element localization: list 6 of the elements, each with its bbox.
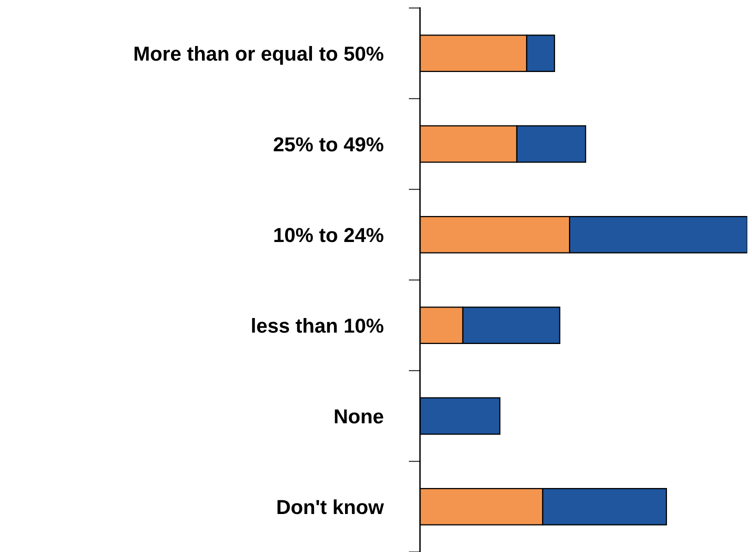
y-tick-label: More than or equal to 50%: [134, 46, 384, 65]
y-tick-label: None: [334, 409, 384, 424]
y-tick-label: less than 10%: [252, 318, 384, 333]
y-tick-label: Don't know: [278, 499, 384, 514]
y-tick-label: 10% to 24%: [274, 228, 384, 242]
y-tick-label: 25% to 49%: [274, 137, 384, 152]
